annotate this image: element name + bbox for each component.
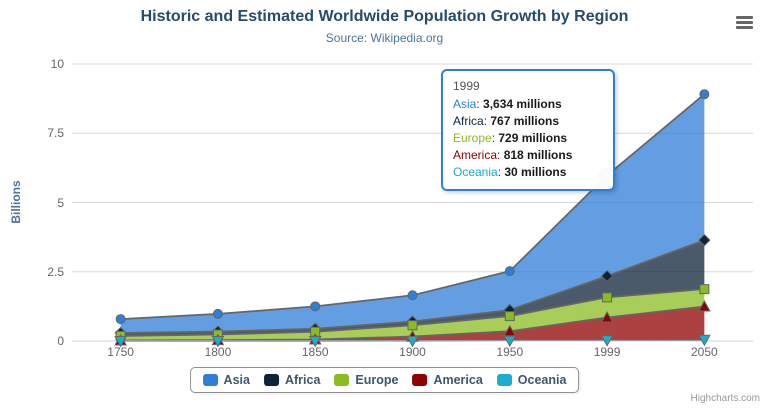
legend-item-america[interactable]: America: [412, 373, 483, 387]
tooltip-separator: :: [491, 131, 499, 145]
marker-europe-1999[interactable]: [602, 292, 613, 303]
y-tick-label: 7.5: [47, 126, 64, 141]
legend-symbol: [202, 374, 218, 386]
x-tick-label: 2050: [690, 345, 718, 359]
marker-oceania-2050[interactable]: [698, 334, 711, 347]
legend-label: Africa: [284, 373, 321, 387]
marker-asia-1800[interactable]: [212, 308, 223, 319]
tooltip-series-name: America: [453, 148, 498, 162]
tooltip-header: 1999: [453, 79, 480, 93]
x-tick-label: 1999: [593, 345, 621, 359]
marker-africa-2050[interactable]: [698, 233, 711, 247]
tooltip-value: 767 millions: [490, 114, 560, 128]
legend-label: America: [433, 373, 483, 387]
hamburger-menu-icon: [736, 21, 753, 24]
tooltip-separator: :: [476, 97, 484, 111]
marker-oceania-1950[interactable]: [503, 335, 517, 348]
tooltip-value: 30 millions: [504, 165, 567, 179]
marker-africa-1999[interactable]: [600, 269, 614, 283]
tooltip-value: 3,634 millions: [483, 97, 562, 111]
chart-subtitle: Source: Wikipedia.org: [325, 31, 444, 45]
legend-symbol: [334, 374, 350, 386]
y-tick-label: 0: [57, 334, 64, 348]
marker-asia-2050[interactable]: [699, 89, 710, 100]
series-area-america[interactable]: [120, 306, 705, 341]
series-area-africa[interactable]: [120, 240, 705, 336]
hamburger-menu-icon: [736, 26, 753, 29]
tooltip-series-name: Asia: [453, 97, 477, 111]
marker-asia-1900[interactable]: [407, 290, 418, 301]
legend-symbol: [263, 374, 279, 386]
tooltip: 1999 Asia: 3,634 millions Africa: 767 mil…: [441, 69, 615, 191]
tooltip-separator: :: [483, 114, 491, 128]
series-area-asia[interactable]: [120, 94, 705, 333]
marker-europe-1900[interactable]: [407, 320, 418, 331]
marker-europe-1950[interactable]: [504, 311, 515, 322]
legend-symbol: [412, 374, 428, 386]
legend-symbol: [496, 374, 512, 386]
hamburger-menu-icon: [736, 16, 753, 19]
legend: Asia Africa Europe America Oceania: [189, 367, 580, 393]
x-tick-label: 1750: [107, 345, 134, 359]
tooltip-row: America: 818 millions: [453, 147, 603, 164]
tooltip-value: 818 millions: [503, 148, 573, 162]
tooltip-series-name: Europe: [453, 131, 492, 145]
legend-item-europe[interactable]: Europe: [334, 373, 398, 387]
tooltip-value: 729 millions: [498, 131, 568, 145]
tooltip-separator: :: [497, 165, 505, 179]
tooltip-row: Oceania: 30 millions: [453, 164, 603, 181]
marker-asia-1950[interactable]: [504, 266, 515, 277]
tooltip-rows: Asia: 3,634 millions Africa: 767 millions…: [453, 96, 603, 181]
legend-item-oceania[interactable]: Oceania: [496, 373, 567, 387]
x-tick-label: 1850: [301, 345, 329, 359]
chart-title: Historic and Estimated Worldwide Populat…: [140, 8, 629, 25]
marker-oceania-1850[interactable]: [308, 335, 322, 348]
marker-oceania-1800[interactable]: [211, 335, 225, 348]
x-tick-label: 1800: [204, 345, 232, 359]
x-tick-label: 1900: [399, 345, 426, 359]
marker-europe-2050[interactable]: [699, 284, 710, 295]
legend-label: Oceania: [517, 373, 567, 387]
y-tick-label: 5: [57, 195, 64, 210]
marker-oceania-1900[interactable]: [406, 335, 419, 348]
tooltip-row: Europe: 729 millions: [453, 130, 603, 147]
credits-link[interactable]: Highcharts.com: [690, 393, 760, 404]
context-menu-button[interactable]: [736, 16, 754, 30]
marker-america-2050[interactable]: [698, 299, 711, 312]
legend-label: Asia: [223, 373, 250, 387]
tooltip-row: Africa: 767 millions: [453, 113, 603, 130]
marker-america-1999[interactable]: [600, 310, 614, 323]
legend-label: Europe: [355, 373, 399, 387]
legend-item-asia[interactable]: Asia: [202, 373, 250, 387]
marker-asia-1850[interactable]: [310, 301, 321, 312]
tooltip-series-name: Africa: [453, 114, 484, 128]
tooltip-separator: :: [497, 148, 504, 162]
marker-oceania-1999[interactable]: [600, 335, 614, 347]
tooltip-series-name: Oceania: [453, 165, 498, 179]
legend-item-africa[interactable]: Africa: [263, 373, 321, 387]
marker-asia-1750[interactable]: [115, 314, 126, 325]
x-tick-label: 1950: [496, 345, 524, 359]
tooltip-row: Asia: 3,634 millions: [453, 96, 603, 113]
marker-oceania-1750[interactable]: [114, 335, 127, 348]
y-tick-label: 10: [50, 57, 64, 71]
y-tick-label: 2.5: [47, 264, 64, 279]
